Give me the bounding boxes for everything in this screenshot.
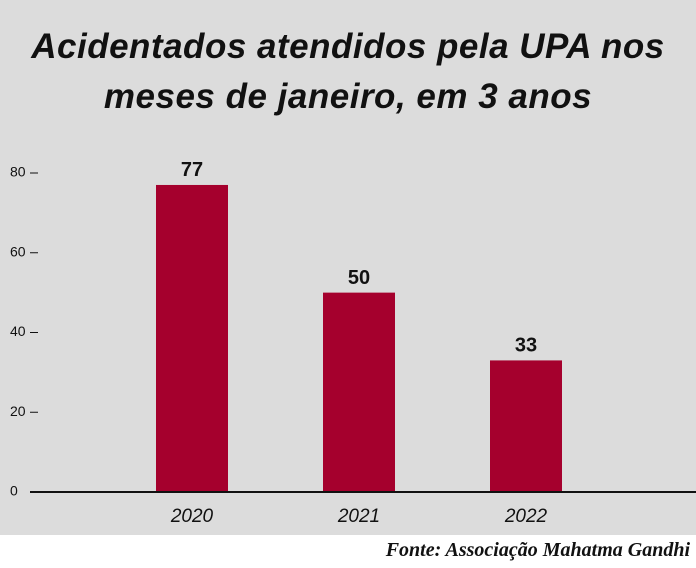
bar	[156, 184, 228, 492]
value-label: 50	[348, 267, 370, 289]
source-note: Fonte: Associação Mahatma Gandhi	[385, 539, 690, 561]
y-tick-label: 40	[10, 323, 26, 339]
y-tick-label: 20	[10, 403, 26, 419]
y-tick-label: 60	[10, 243, 26, 259]
bar	[490, 360, 562, 492]
value-label: 33	[515, 335, 537, 357]
chart: 0 20 40 60 80 2020 77 2021 50 2022 33	[10, 159, 696, 527]
value-label: 77	[181, 159, 203, 181]
y-tick-label: 80	[10, 164, 26, 180]
y-tick-label: 0	[10, 483, 18, 499]
x-tick-label: 2021	[337, 506, 380, 527]
chart-title: Acidentados atendidos pela UPA nos meses…	[31, 27, 665, 116]
bar	[323, 292, 395, 492]
x-tick-label: 2020	[170, 506, 214, 527]
x-tick-label: 2022	[504, 506, 548, 527]
